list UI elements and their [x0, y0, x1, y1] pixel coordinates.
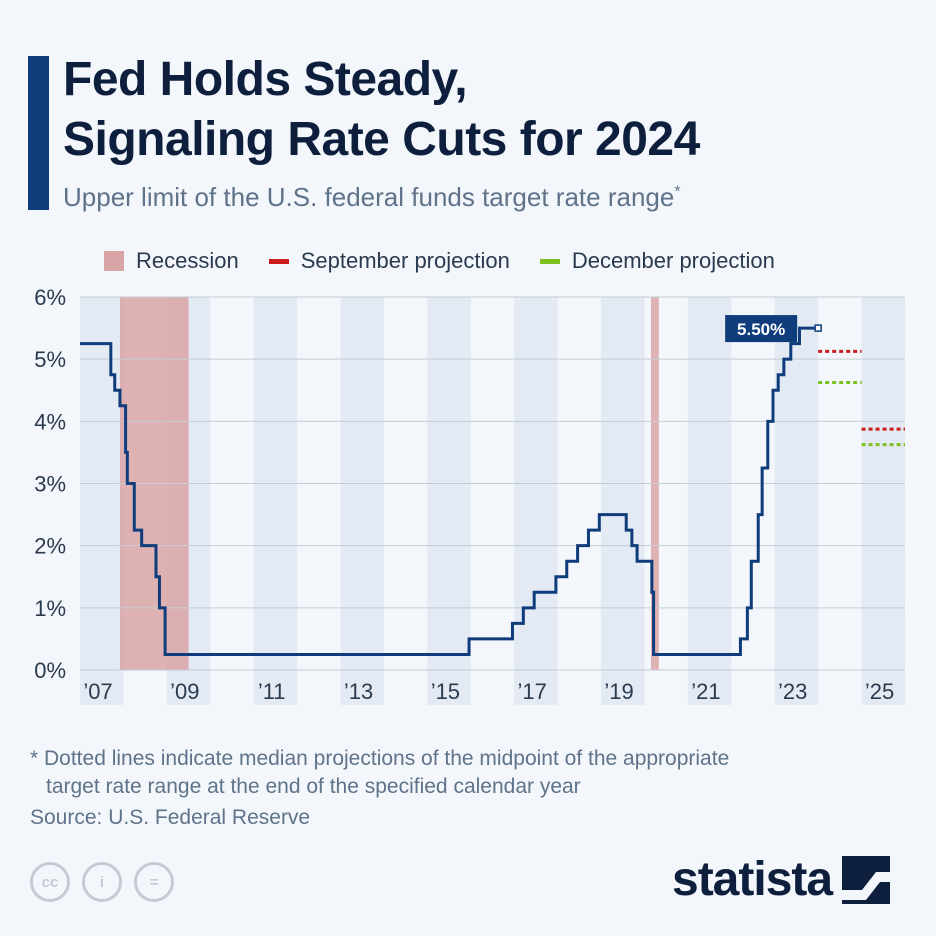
cc-icon[interactable]: cc — [30, 862, 70, 902]
year-band — [427, 297, 471, 705]
x-tick-label: ’25 — [865, 679, 894, 704]
year-band — [861, 297, 905, 705]
legend-item-december: December projection — [539, 248, 775, 274]
legend-recession-label: Recession — [136, 248, 239, 273]
x-axis-ticks: ’07 ’09 ’11 ’13 ’15 ’17 ’19 ’21 ’23 ’25 — [83, 679, 894, 704]
title-line-2: Signaling Rate Cuts for 2024 — [63, 113, 700, 166]
year-band — [253, 297, 298, 705]
subtitle-footnote-mark: * — [674, 183, 681, 201]
year-band — [514, 297, 558, 705]
page-title: Fed Holds Steady, Signaling Rate Cuts fo… — [63, 50, 700, 170]
license-icons: cc i = — [30, 862, 186, 902]
year-bands — [80, 297, 905, 705]
year-band — [340, 297, 384, 705]
last-point-marker — [814, 324, 822, 332]
september-swatch — [268, 258, 289, 264]
legend-item-september: September projection — [268, 248, 510, 274]
y-tick-label: 4% — [34, 409, 66, 434]
last-value-callout: 5.50% — [725, 315, 798, 343]
x-tick-label: ’23 — [778, 679, 807, 704]
y-tick-label: 5% — [34, 347, 66, 372]
source: Source: U.S. Federal Reserve — [30, 806, 311, 829]
year-band — [601, 297, 645, 705]
y-tick-label: 3% — [34, 472, 66, 497]
x-tick-label: ’21 — [691, 679, 720, 704]
subtitle: Upper limit of the U.S. federal funds ta… — [63, 182, 681, 213]
x-tick-label: ’09 — [170, 679, 199, 704]
callout-label: 5.50% — [737, 320, 785, 339]
december-swatch — [539, 258, 560, 264]
y-axis-ticks: 0% 1% 2% 3% 4% 5% 6% — [34, 285, 66, 683]
footnote-line-2: target rate range at the end of the spec… — [46, 775, 581, 798]
no-derivatives-icon[interactable]: = — [134, 862, 174, 902]
legend-item-recession: Recession — [104, 248, 239, 274]
year-band — [80, 297, 124, 705]
brand-wordmark: statista — [672, 853, 833, 906]
footnote-line-1: * Dotted lines indicate median projectio… — [30, 747, 730, 770]
rate-series — [80, 324, 822, 656]
title-line-1: Fed Holds Steady, — [63, 53, 468, 106]
projection-lines — [818, 349, 905, 447]
x-tick-label: ’11 — [258, 679, 286, 704]
x-tick-label: ’15 — [431, 679, 460, 704]
statista-logo[interactable]: statista — [672, 852, 891, 907]
legend-december-label: December projection — [571, 248, 775, 273]
x-tick-label: ’17 — [518, 679, 547, 704]
year-band — [687, 297, 732, 705]
footnote: * Dotted lines indicate median projectio… — [30, 745, 729, 801]
y-tick-label: 6% — [34, 285, 66, 310]
x-tick-label: ’07 — [83, 679, 112, 704]
recession-swatch — [104, 251, 124, 271]
title-accent-bar — [28, 56, 49, 210]
legend: Recession September projection December … — [104, 247, 805, 275]
year-band — [774, 297, 819, 705]
callout-box — [725, 315, 798, 343]
statista-logo-icon — [842, 855, 891, 904]
attribution-icon[interactable]: i — [82, 862, 122, 902]
y-tick-label: 2% — [34, 534, 66, 559]
rate-chart: 0%1%2%3%4%5%6% ’07’09’11’13’15’17’19’21’… — [34, 285, 905, 705]
x-tick-label: ’19 — [604, 679, 633, 704]
y-tick-label: 0% — [34, 658, 66, 683]
x-tick-label: ’13 — [344, 679, 373, 704]
y-tick-label: 1% — [34, 596, 66, 621]
legend-september-label: September projection — [300, 248, 510, 273]
rate-line — [80, 326, 819, 656]
subtitle-text: Upper limit of the U.S. federal funds ta… — [63, 182, 675, 212]
